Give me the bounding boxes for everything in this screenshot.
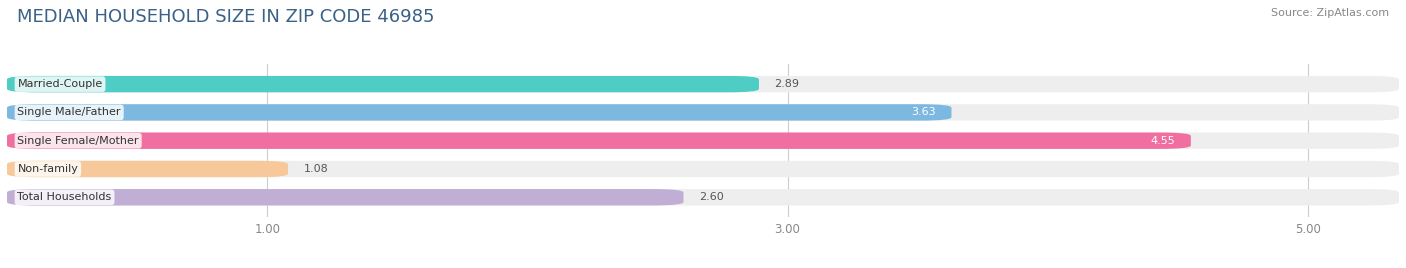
Text: MEDIAN HOUSEHOLD SIZE IN ZIP CODE 46985: MEDIAN HOUSEHOLD SIZE IN ZIP CODE 46985	[17, 8, 434, 26]
FancyBboxPatch shape	[7, 76, 1399, 92]
Text: Single Male/Father: Single Male/Father	[17, 107, 121, 117]
FancyBboxPatch shape	[7, 161, 288, 177]
Text: 2.60: 2.60	[699, 192, 724, 202]
FancyBboxPatch shape	[7, 189, 1399, 206]
FancyBboxPatch shape	[7, 76, 759, 92]
Text: 3.63: 3.63	[911, 107, 936, 117]
FancyBboxPatch shape	[7, 132, 1191, 149]
FancyBboxPatch shape	[7, 132, 1399, 149]
Text: Single Female/Mother: Single Female/Mother	[17, 136, 139, 146]
FancyBboxPatch shape	[7, 189, 683, 206]
FancyBboxPatch shape	[7, 104, 1399, 121]
Text: Source: ZipAtlas.com: Source: ZipAtlas.com	[1271, 8, 1389, 18]
Text: Married-Couple: Married-Couple	[17, 79, 103, 89]
Text: 4.55: 4.55	[1150, 136, 1175, 146]
Text: Total Households: Total Households	[17, 192, 111, 202]
FancyBboxPatch shape	[7, 104, 952, 121]
Text: 1.08: 1.08	[304, 164, 329, 174]
Text: Non-family: Non-family	[17, 164, 79, 174]
Text: 2.89: 2.89	[775, 79, 800, 89]
FancyBboxPatch shape	[7, 161, 1399, 177]
